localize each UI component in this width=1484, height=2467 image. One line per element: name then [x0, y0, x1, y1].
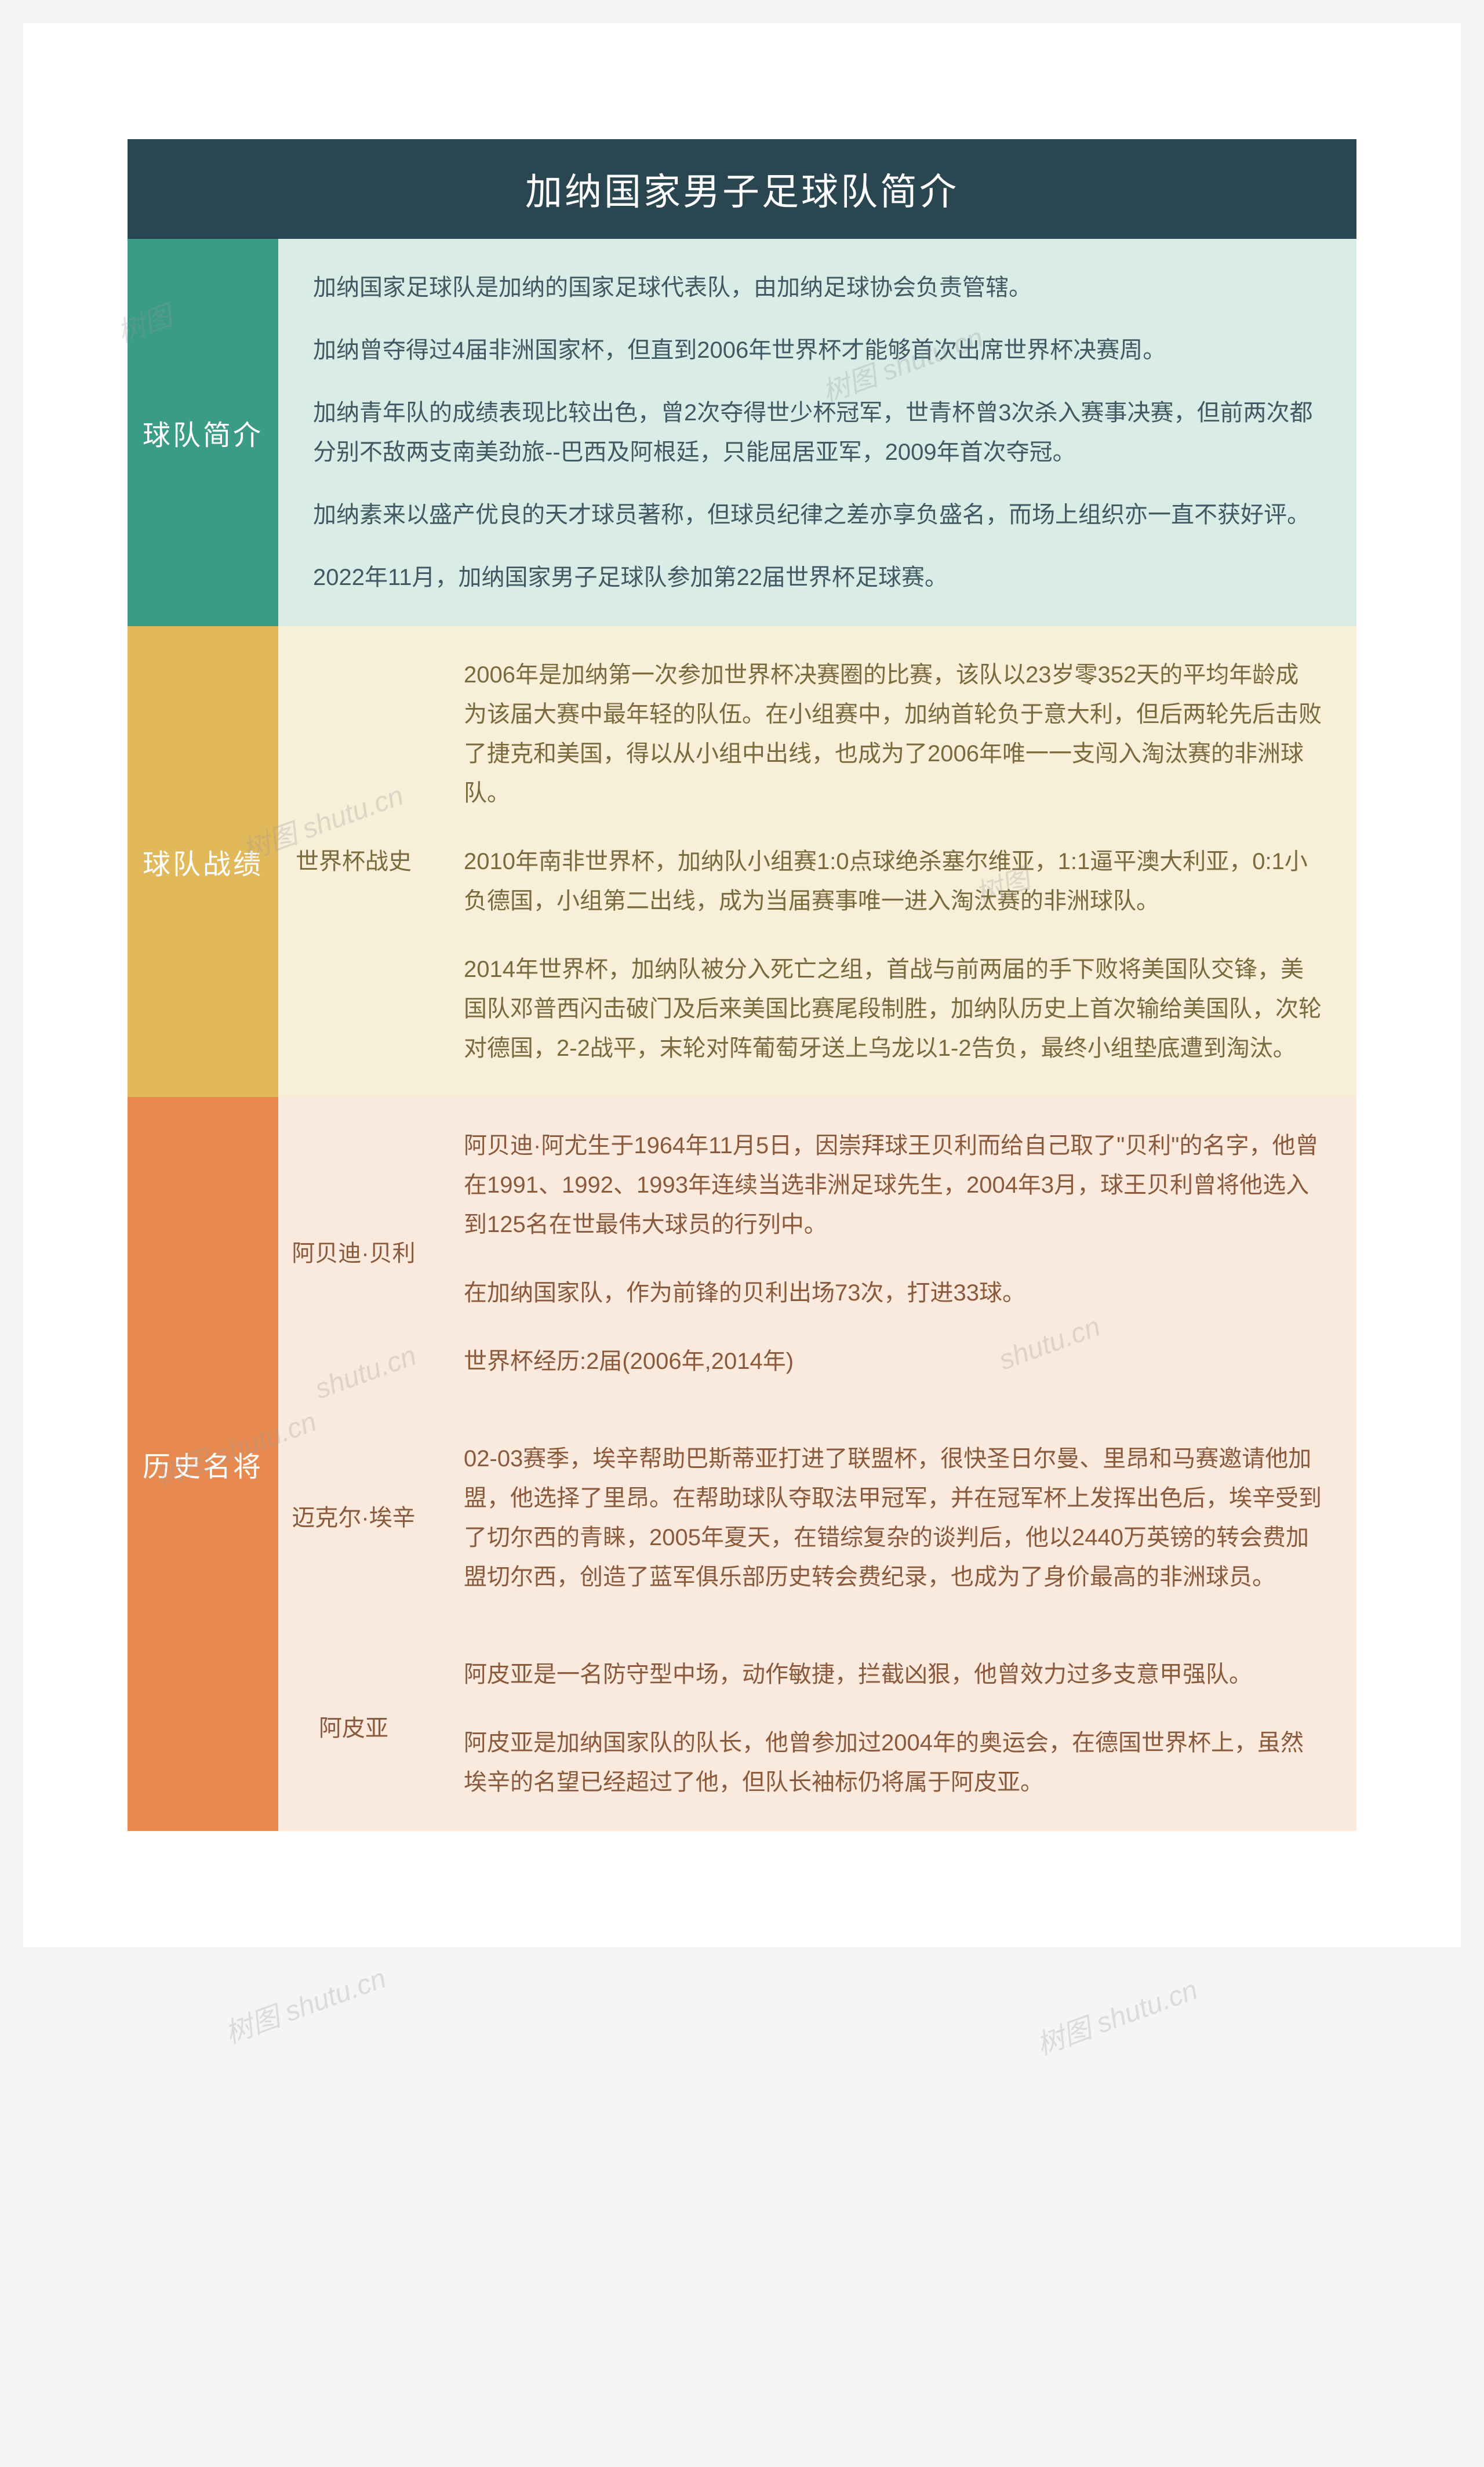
legend-para: 02-03赛季，埃辛帮助巴斯蒂亚打进了联盟杯，很快圣日尔曼、里昂和马赛邀请他加盟… [464, 1439, 1322, 1597]
section-label-legends: 历史名将 [128, 1097, 278, 1831]
section-legends: 历史名将 阿贝迪·贝利 阿贝迪·阿尤生于1964年11月5日，因崇拜球王贝利而给… [128, 1097, 1356, 1831]
sub-body-worldcup: 2006年是加纳第一次参加世界杯决赛圈的比赛，该队以23岁零352天的平均年龄成… [429, 626, 1356, 1097]
section-body-intro: 加纳国家足球队是加纳的国家足球代表队，由加纳足球协会负责管辖。 加纳曾夺得过4届… [278, 239, 1356, 626]
subrow-appiah: 阿皮亚 阿皮亚是一名防守型中场，动作敏捷，拦截凶狠，他曾效力过多支意甲强队。 阿… [278, 1626, 1356, 1831]
intro-para: 加纳青年队的成绩表现比较出色，曾2次夺得世少杯冠军，世青杯曾3次杀入赛事决赛，但… [313, 393, 1322, 472]
subrow-worldcup: 世界杯战史 2006年是加纳第一次参加世界杯决赛圈的比赛，该队以23岁零352天… [278, 626, 1356, 1097]
content-inner: 加纳国家男子足球队简介 球队简介 加纳国家足球队是加纳的国家足球代表队，由加纳足… [23, 23, 1461, 1947]
sub-label-pele: 阿贝迪·贝利 [278, 1097, 429, 1410]
section-record: 球队战绩 世界杯战史 2006年是加纳第一次参加世界杯决赛圈的比赛，该队以23岁… [128, 626, 1356, 1097]
sub-body-essien: 02-03赛季，埃辛帮助巴斯蒂亚打进了联盟杯，很快圣日尔曼、里昂和马赛邀请他加盟… [429, 1410, 1356, 1626]
legend-para: 世界杯经历:2届(2006年,2014年) [464, 1342, 1322, 1381]
sub-label-worldcup: 世界杯战史 [278, 626, 429, 1097]
page-root: 加纳国家男子足球队简介 球队简介 加纳国家足球队是加纳的国家足球代表队，由加纳足… [23, 23, 1461, 1947]
record-para: 2006年是加纳第一次参加世界杯决赛圈的比赛，该队以23岁零352天的平均年龄成… [464, 655, 1322, 813]
legend-para: 阿贝迪·阿尤生于1964年11月5日，因崇拜球王贝利而给自己取了"贝利"的名字，… [464, 1126, 1322, 1244]
page-title: 加纳国家男子足球队简介 [128, 139, 1356, 239]
section-label-intro: 球队简介 [128, 239, 278, 626]
intro-para: 加纳国家足球队是加纳的国家足球代表队，由加纳足球协会负责管辖。 [313, 268, 1322, 307]
record-para: 2014年世界杯，加纳队被分入死亡之组，首战与前两届的手下败将美国队交锋，美国队… [464, 950, 1322, 1068]
sub-body-appiah: 阿皮亚是一名防守型中场，动作敏捷，拦截凶狠，他曾效力过多支意甲强队。 阿皮亚是加… [429, 1626, 1356, 1831]
sub-body-pele: 阿贝迪·阿尤生于1964年11月5日，因崇拜球王贝利而给自己取了"贝利"的名字，… [429, 1097, 1356, 1410]
sub-label-essien: 迈克尔·埃辛 [278, 1410, 429, 1626]
sub-label-appiah: 阿皮亚 [278, 1626, 429, 1831]
intro-para: 加纳曾夺得过4届非洲国家杯，但直到2006年世界杯才能够首次出席世界杯决赛周。 [313, 330, 1322, 370]
intro-para: 2022年11月，加纳国家男子足球队参加第22届世界杯足球赛。 [313, 558, 1322, 597]
record-para: 2010年南非世界杯，加纳队小组赛1:0点球绝杀塞尔维亚，1:1逼平澳大利亚，0… [464, 842, 1322, 921]
intro-para: 加纳素来以盛产优良的天才球员著称，但球员纪律之差亦享负盛名，而场上组织亦一直不获… [313, 495, 1322, 535]
legend-para: 在加纳国家队，作为前锋的贝利出场73次，打进33球。 [464, 1273, 1322, 1313]
legend-para: 阿皮亚是一名防守型中场，动作敏捷，拦截凶狠，他曾效力过多支意甲强队。 [464, 1655, 1322, 1694]
section-body-record: 世界杯战史 2006年是加纳第一次参加世界杯决赛圈的比赛，该队以23岁零352天… [278, 626, 1356, 1097]
watermark: 树图 shutu.cn [1030, 1967, 1202, 2062]
section-body-legends: 阿贝迪·贝利 阿贝迪·阿尤生于1964年11月5日，因崇拜球王贝利而给自己取了"… [278, 1097, 1356, 1831]
section-label-record: 球队战绩 [128, 626, 278, 1097]
watermark: 树图 shutu.cn [219, 1955, 391, 2051]
legend-para: 阿皮亚是加纳国家队的队长，他曾参加过2004年的奥运会，在德国世界杯上，虽然埃辛… [464, 1723, 1322, 1802]
section-intro: 球队简介 加纳国家足球队是加纳的国家足球代表队，由加纳足球协会负责管辖。 加纳曾… [128, 239, 1356, 626]
subrow-pele: 阿贝迪·贝利 阿贝迪·阿尤生于1964年11月5日，因崇拜球王贝利而给自己取了"… [278, 1097, 1356, 1410]
subrow-essien: 迈克尔·埃辛 02-03赛季，埃辛帮助巴斯蒂亚打进了联盟杯，很快圣日尔曼、里昂和… [278, 1410, 1356, 1626]
